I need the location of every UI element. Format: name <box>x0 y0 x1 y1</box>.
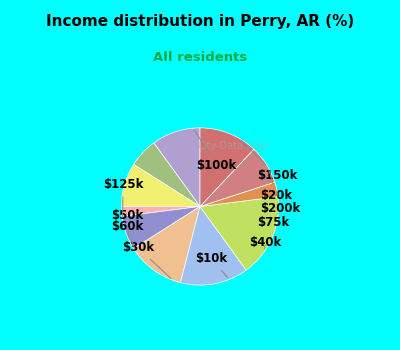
Wedge shape <box>134 206 200 283</box>
Wedge shape <box>200 182 278 206</box>
Wedge shape <box>122 206 200 248</box>
Text: $100k: $100k <box>195 131 236 172</box>
Wedge shape <box>180 206 246 285</box>
Text: $40k: $40k <box>249 236 281 249</box>
Text: Income distribution in Perry, AR (%): Income distribution in Perry, AR (%) <box>46 14 354 29</box>
Text: $30k: $30k <box>122 241 171 279</box>
Text: $125k: $125k <box>103 178 143 217</box>
Wedge shape <box>200 128 254 206</box>
Wedge shape <box>121 206 200 216</box>
Text: $10k: $10k <box>195 252 228 277</box>
Wedge shape <box>154 128 200 206</box>
Wedge shape <box>121 164 200 206</box>
Wedge shape <box>200 197 279 270</box>
Wedge shape <box>200 149 275 206</box>
Text: $20k: $20k <box>260 170 292 202</box>
Text: All residents: All residents <box>153 51 247 64</box>
Text: $75k: $75k <box>257 214 289 229</box>
Text: City-Data.com: City-Data.com <box>198 141 268 152</box>
Text: $60k: $60k <box>111 220 143 249</box>
Text: $50k: $50k <box>111 209 143 237</box>
Text: $150k: $150k <box>241 140 297 182</box>
Wedge shape <box>134 143 200 206</box>
Text: $200k: $200k <box>260 191 300 215</box>
